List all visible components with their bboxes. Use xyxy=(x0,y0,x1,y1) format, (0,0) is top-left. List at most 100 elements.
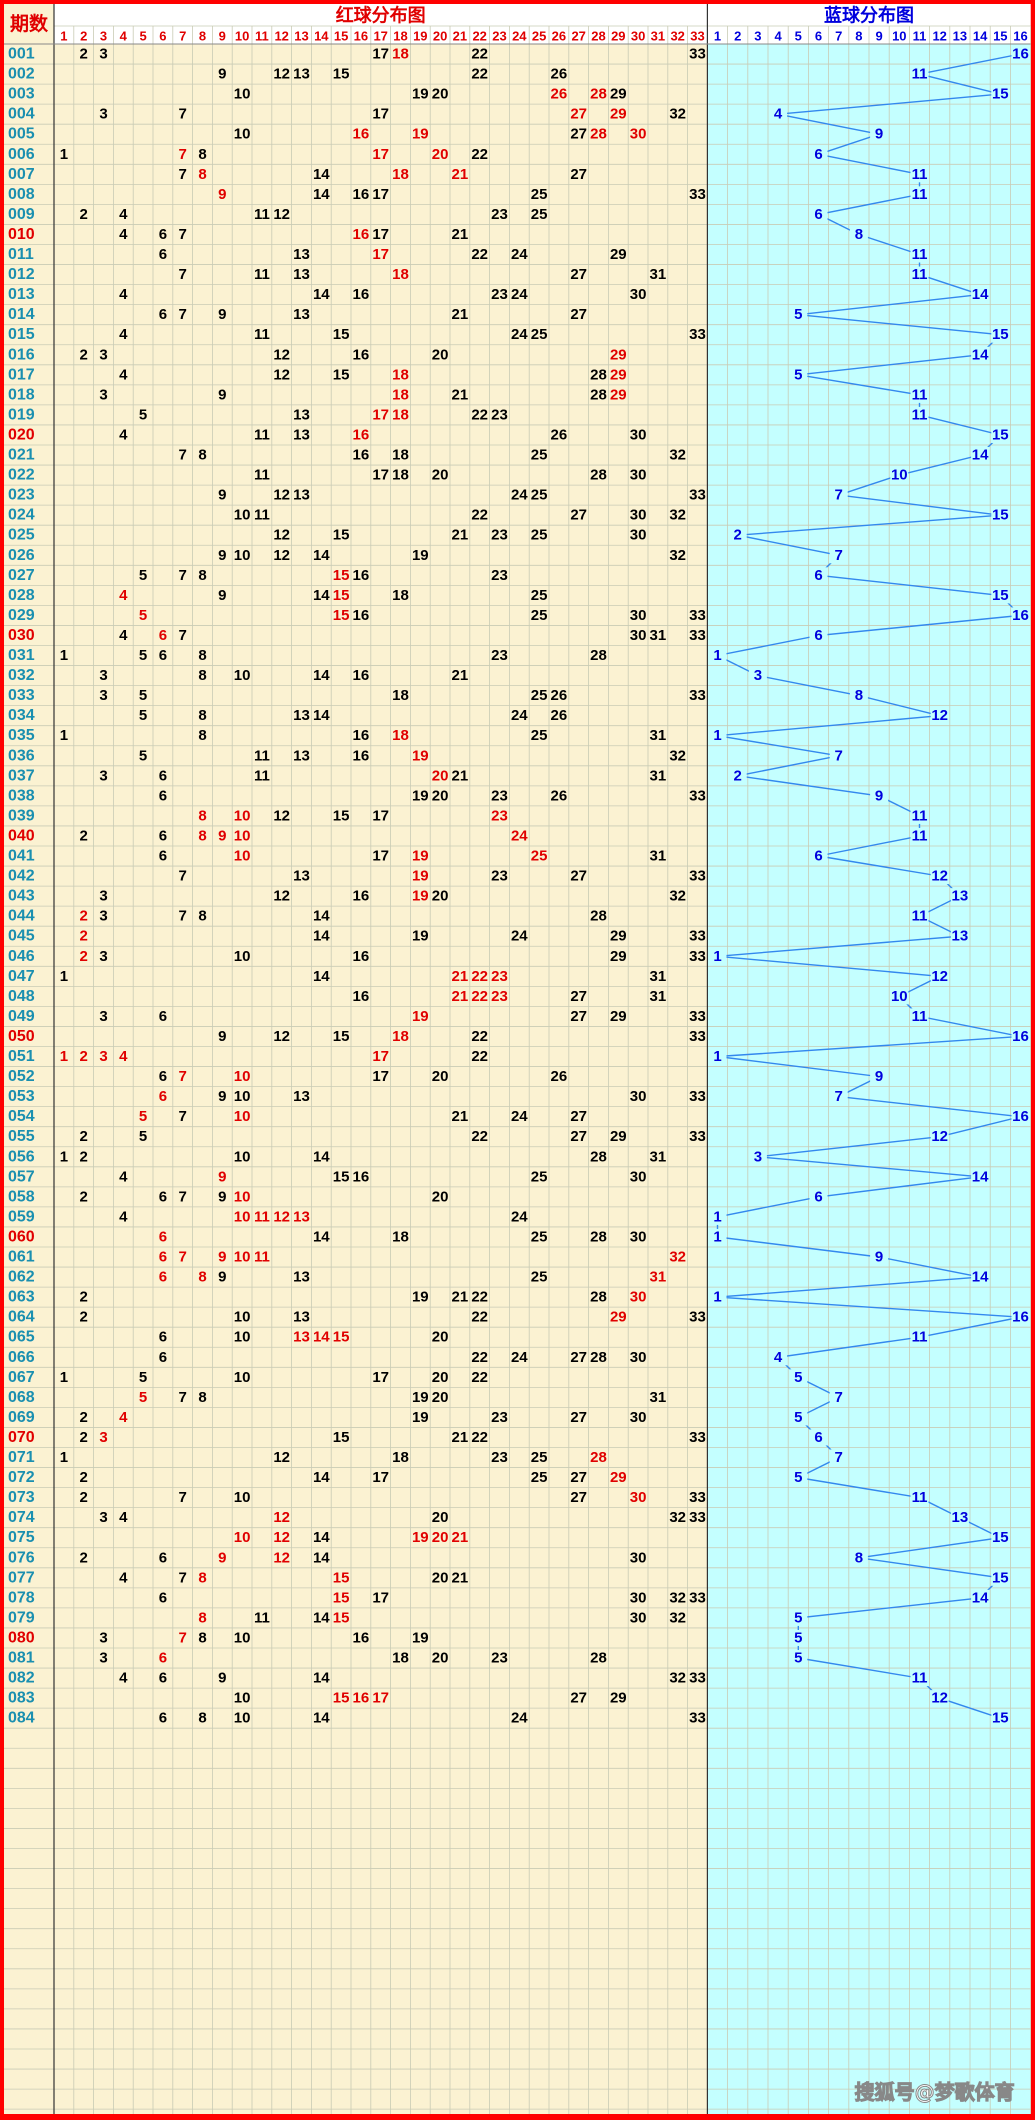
red-ball: 12 xyxy=(273,346,290,363)
red-ball: 4 xyxy=(119,286,128,303)
red-ball: 7 xyxy=(179,1629,187,1646)
period-cell: 079 xyxy=(8,1609,35,1626)
red-ball: 10 xyxy=(234,1108,251,1125)
red-ball: 8 xyxy=(198,707,206,724)
red-ball: 7 xyxy=(179,567,187,584)
red-ball: 33 xyxy=(689,1710,706,1727)
red-ball: 25 xyxy=(531,487,548,504)
red-ball: 11 xyxy=(254,767,270,784)
red-ball: 1 xyxy=(60,1148,68,1165)
red-ball: 12 xyxy=(273,1449,290,1466)
red-ball: 6 xyxy=(159,1068,167,1085)
blue-ball: 5 xyxy=(794,1609,802,1626)
red-ball: 32 xyxy=(669,747,686,764)
period-cell: 034 xyxy=(8,707,35,724)
red-ball: 8 xyxy=(198,667,206,684)
red-ball: 27 xyxy=(570,868,587,885)
red-ball: 12 xyxy=(273,66,290,83)
red-ball: 11 xyxy=(254,507,270,524)
red-ball: 12 xyxy=(273,1509,290,1526)
red-ball: 6 xyxy=(159,1228,167,1245)
period-cell: 078 xyxy=(8,1589,35,1606)
red-ball: 26 xyxy=(551,86,568,103)
blue-header-number: 12 xyxy=(932,29,946,44)
blue-ball-bg xyxy=(769,1349,788,1366)
red-ball: 3 xyxy=(99,386,107,403)
red-ball: 3 xyxy=(99,1629,107,1646)
red-ball: 11 xyxy=(254,426,270,443)
blue-ball-bg xyxy=(910,266,929,283)
red-ball: 30 xyxy=(630,126,647,143)
red-ball: 13 xyxy=(293,266,310,283)
red-ball: 3 xyxy=(99,1429,107,1446)
red-ball: 11 xyxy=(254,1208,270,1225)
period-label: 期数 xyxy=(10,12,49,35)
period-cell: 002 xyxy=(8,66,35,83)
red-ball: 8 xyxy=(198,146,206,163)
blue-ball-bg xyxy=(789,1409,808,1426)
period-cell: 015 xyxy=(8,326,35,343)
period-cell: 003 xyxy=(8,86,35,103)
red-ball: 27 xyxy=(570,507,587,524)
blue-ball-bg xyxy=(809,627,828,644)
period-cell: 032 xyxy=(8,667,35,684)
red-ball: 20 xyxy=(432,1068,449,1085)
period-cell: 059 xyxy=(8,1208,35,1225)
red-ball: 18 xyxy=(392,587,409,604)
red-ball: 1 xyxy=(60,727,68,744)
red-ball: 21 xyxy=(452,1108,469,1125)
red-ball: 8 xyxy=(198,827,206,844)
red-ball: 1 xyxy=(60,968,68,985)
blue-ball-bg xyxy=(910,1008,929,1025)
blue-ball: 16 xyxy=(1012,46,1029,63)
blue-ball: 12 xyxy=(931,1690,948,1707)
period-cell: 073 xyxy=(8,1489,35,1506)
red-ball: 14 xyxy=(313,1469,330,1486)
red-ball: 8 xyxy=(198,1710,206,1727)
red-header-number: 11 xyxy=(255,29,269,44)
red-ball: 8 xyxy=(198,807,206,824)
red-ball: 18 xyxy=(392,46,409,63)
red-ball: 16 xyxy=(353,948,370,965)
blue-ball-bg xyxy=(748,1148,767,1165)
red-ball: 27 xyxy=(570,988,587,1005)
blue-ball-bg xyxy=(930,1690,949,1707)
period-cell: 016 xyxy=(8,346,35,363)
red-ball: 6 xyxy=(159,226,167,243)
red-ball: 14 xyxy=(313,547,330,564)
blue-header-number: 6 xyxy=(815,29,822,44)
red-ball: 20 xyxy=(432,1389,449,1406)
red-ball: 17 xyxy=(372,106,389,123)
blue-ball: 7 xyxy=(835,487,843,504)
period-cell: 047 xyxy=(8,968,35,985)
red-ball: 28 xyxy=(590,1449,607,1466)
blue-ball: 11 xyxy=(912,908,928,925)
blue-ball: 11 xyxy=(912,386,928,403)
blue-ball: 6 xyxy=(814,627,822,644)
red-ball: 9 xyxy=(218,386,226,403)
red-ball: 12 xyxy=(273,547,290,564)
red-header-number: 28 xyxy=(591,29,605,44)
red-ball: 4 xyxy=(119,1509,128,1526)
red-ball: 13 xyxy=(293,406,310,423)
red-ball: 21 xyxy=(452,386,469,403)
red-ball: 9 xyxy=(218,66,226,83)
period-cell: 008 xyxy=(8,186,35,203)
blue-ball: 11 xyxy=(912,1008,928,1025)
red-ball: 17 xyxy=(372,406,389,423)
blue-ball: 16 xyxy=(1012,1028,1029,1045)
red-ball: 6 xyxy=(159,647,167,664)
red-ball: 19 xyxy=(412,928,429,945)
red-ball: 13 xyxy=(293,1208,310,1225)
blue-ball-bg xyxy=(971,447,990,464)
blue-header-number: 11 xyxy=(913,29,927,44)
red-ball: 7 xyxy=(179,1489,187,1506)
blue-ball: 1 xyxy=(713,1228,721,1245)
red-ball: 3 xyxy=(99,346,107,363)
red-ball: 13 xyxy=(293,1269,310,1286)
blue-ball-bg xyxy=(870,1249,889,1266)
red-ball: 5 xyxy=(139,1369,147,1386)
red-ball: 3 xyxy=(99,667,107,684)
period-cell: 029 xyxy=(8,607,35,624)
red-ball: 5 xyxy=(139,406,147,423)
